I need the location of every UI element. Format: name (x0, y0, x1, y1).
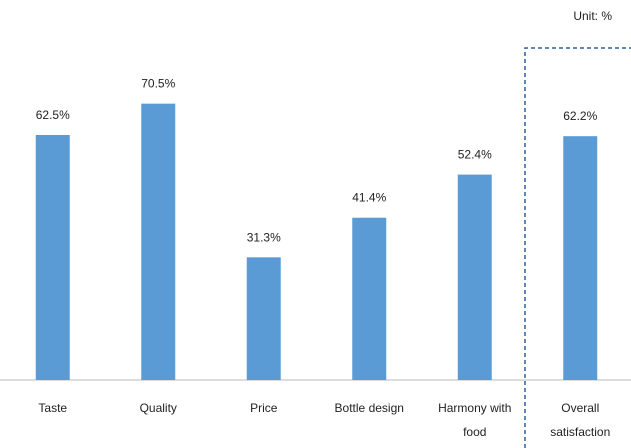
value-label: 52.4% (458, 148, 492, 162)
unit-note: Unit: % (573, 9, 612, 23)
x-tick-label: Overall satisfaction (550, 401, 611, 439)
bar (457, 174, 492, 380)
value-label: 70.5% (141, 77, 175, 91)
value-label: 41.4% (352, 191, 386, 205)
highlight-box (524, 47, 631, 448)
x-tick-label: Taste (38, 401, 68, 415)
x-tick-label: Bottle design (334, 401, 404, 415)
bar (246, 257, 281, 380)
value-label: 31.3% (247, 230, 281, 244)
x-tick-label: Harmony with food (438, 401, 512, 439)
value-label: 62.5% (36, 108, 70, 122)
x-tick-label: Price (250, 401, 278, 415)
value-label: 62.2% (563, 109, 597, 123)
bar (35, 135, 70, 380)
bar (141, 103, 176, 380)
x-tick-label: Quality (139, 401, 177, 415)
bar (352, 217, 387, 380)
bar (563, 136, 598, 380)
